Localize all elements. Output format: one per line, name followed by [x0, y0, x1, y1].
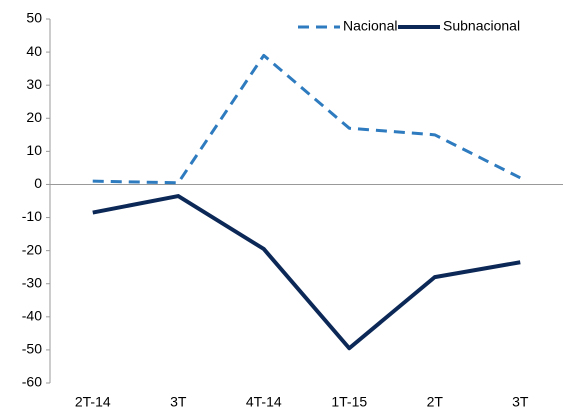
y-tick-label: 10 — [26, 142, 42, 158]
x-tick-label: 3T — [170, 394, 187, 410]
y-tick-label: -60 — [22, 374, 42, 390]
y-tick-label: -40 — [22, 308, 42, 324]
x-tick-label: 3T — [512, 394, 529, 410]
legend-label: Nacional — [343, 18, 397, 34]
y-tick-label: 50 — [26, 10, 42, 26]
y-tick-label: 0 — [34, 175, 42, 191]
legend-label: Subnacional — [443, 18, 520, 34]
series-line — [92, 194, 521, 351]
y-tick-label: 40 — [26, 43, 42, 59]
y-tick-label: 20 — [26, 109, 42, 125]
y-tick-label: -20 — [22, 241, 42, 257]
series-line — [92, 53, 521, 185]
y-tick-label: -30 — [22, 274, 42, 290]
y-tick-label: -10 — [22, 208, 42, 224]
y-tick-label: -50 — [22, 341, 42, 357]
y-tick-label: 30 — [26, 76, 42, 92]
x-tick-label: 4T-14 — [246, 394, 282, 410]
x-tick-label: 2T — [427, 394, 444, 410]
x-tick-label: 1T-15 — [331, 394, 367, 410]
x-tick-label: 2T-14 — [75, 394, 111, 410]
